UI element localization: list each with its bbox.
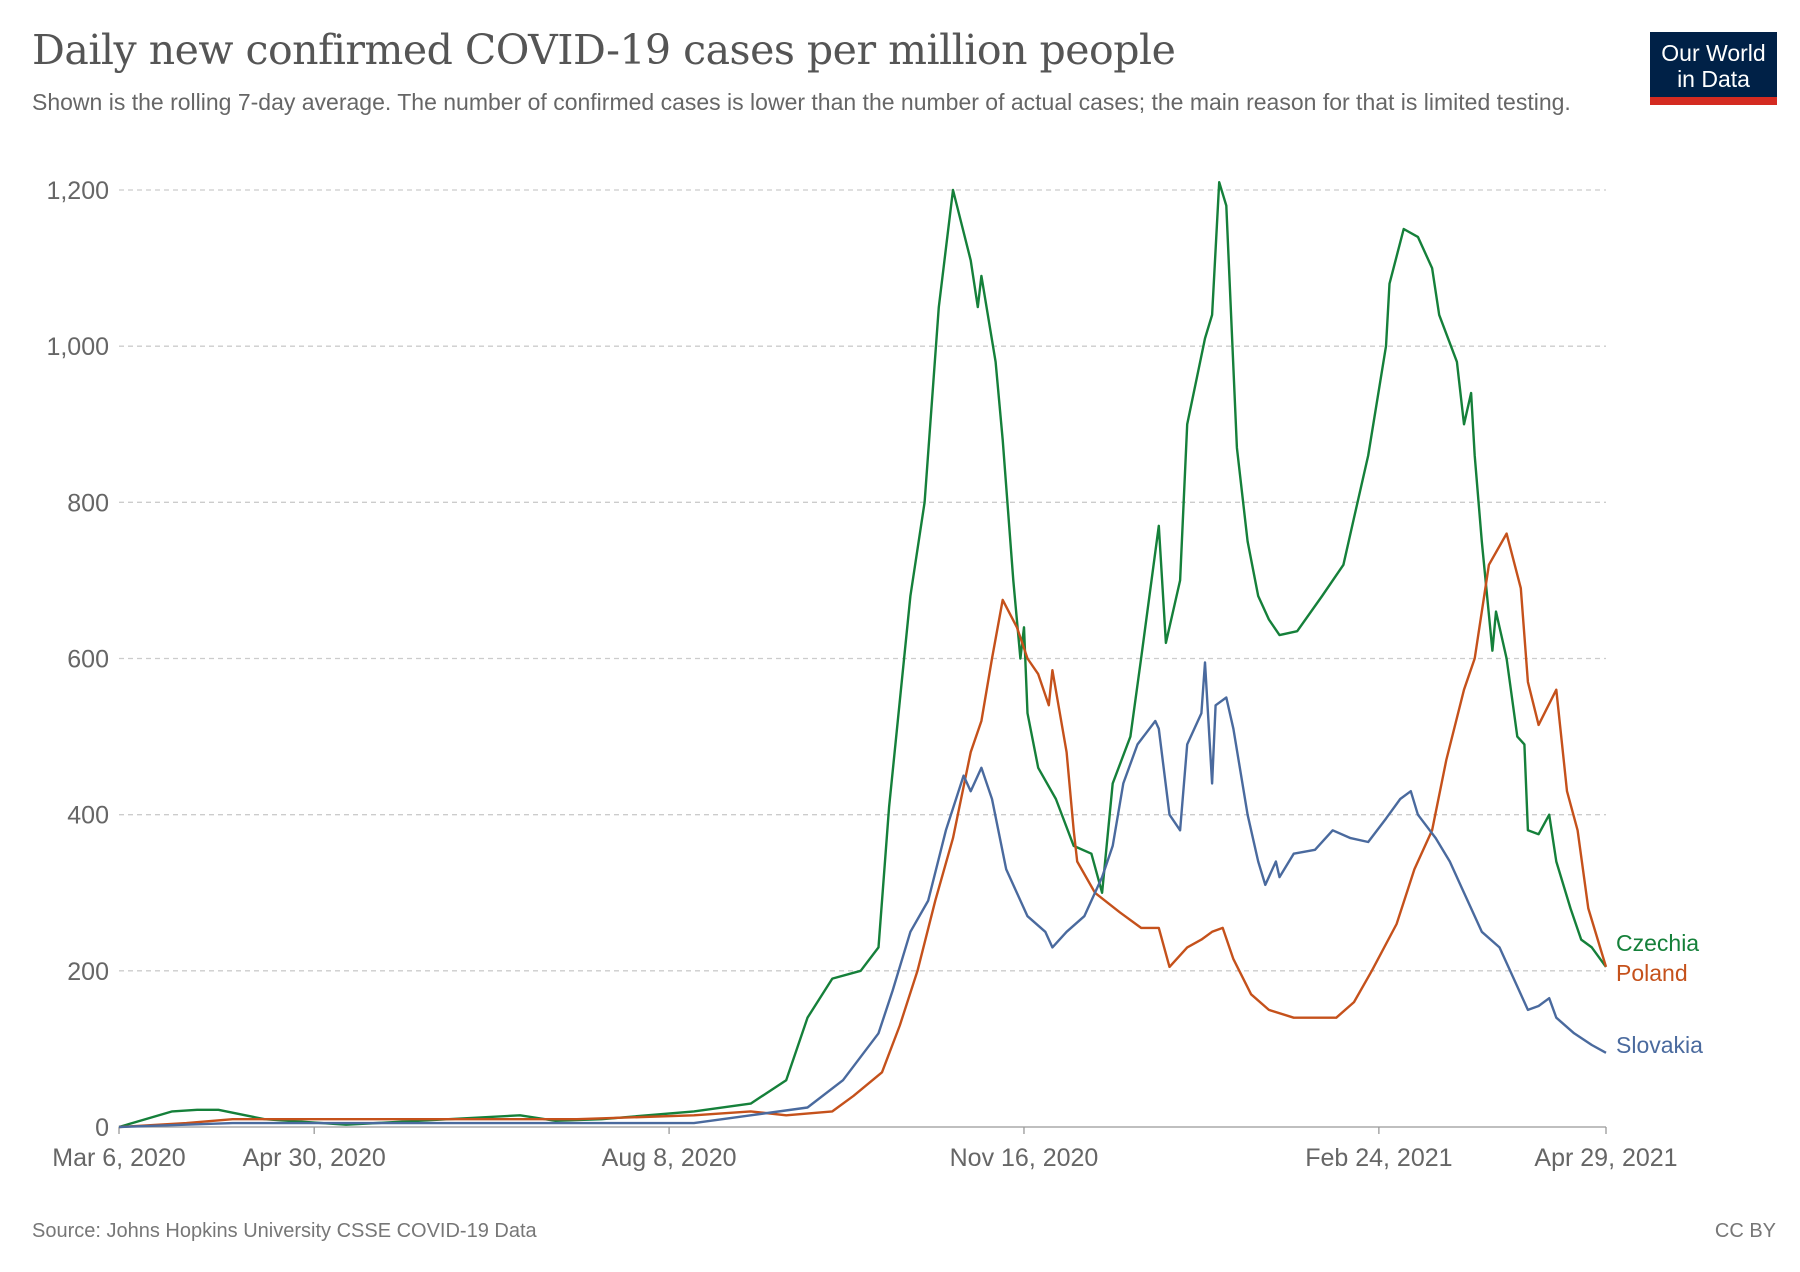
y-tick-label: 600	[67, 646, 109, 674]
y-tick-label: 800	[67, 489, 109, 517]
license-link[interactable]: CC BY	[1714, 1220, 1776, 1242]
y-tick-label: 1,000	[46, 333, 109, 361]
grid-lines	[119, 189, 1606, 972]
chart-subtitle: Shown is the rolling 7-day average. The …	[32, 89, 1571, 115]
x-tick-label: Nov 16, 2020	[950, 1144, 1099, 1172]
series-label-poland: Poland	[1616, 960, 1688, 986]
x-tick-label: Feb 24, 2021	[1305, 1144, 1452, 1172]
series-lines	[118, 181, 1608, 1129]
logo-text: Our World in Data	[1661, 40, 1766, 92]
y-tick-label: 0	[95, 1114, 109, 1142]
series-labels: Czechia Poland Slovakia	[1616, 930, 1703, 1058]
series-line-slovakia	[118, 661, 1607, 1129]
x-tick-label: Apr 29, 2021	[1534, 1144, 1677, 1172]
x-tick-label: Aug 8, 2020	[602, 1144, 737, 1172]
series-label-slovakia: Slovakia	[1616, 1032, 1703, 1058]
series-line-poland	[118, 532, 1608, 1129]
y-tick-label: 1,200	[46, 177, 109, 205]
owid-logo[interactable]: Our World in Data	[1650, 32, 1777, 105]
x-tick-label: Mar 6, 2020	[52, 1144, 185, 1172]
source-note: Source: Johns Hopkins University CSSE CO…	[32, 1220, 537, 1242]
series-label-czechia: Czechia	[1616, 930, 1699, 956]
series-line-czechia	[118, 181, 1607, 1129]
y-axis-ticks: 0 200 400 600 800 1,000 1,200	[46, 177, 109, 1142]
y-tick-label: 200	[67, 958, 109, 986]
chart-title: Daily new confirmed COVID-19 cases per m…	[32, 26, 1176, 74]
x-axis: Mar 6, 2020 Apr 30, 2020 Aug 8, 2020 Nov 16…	[52, 1126, 1678, 1172]
x-tick-label: Apr 30, 2020	[243, 1144, 386, 1172]
y-tick-label: 400	[67, 802, 109, 830]
